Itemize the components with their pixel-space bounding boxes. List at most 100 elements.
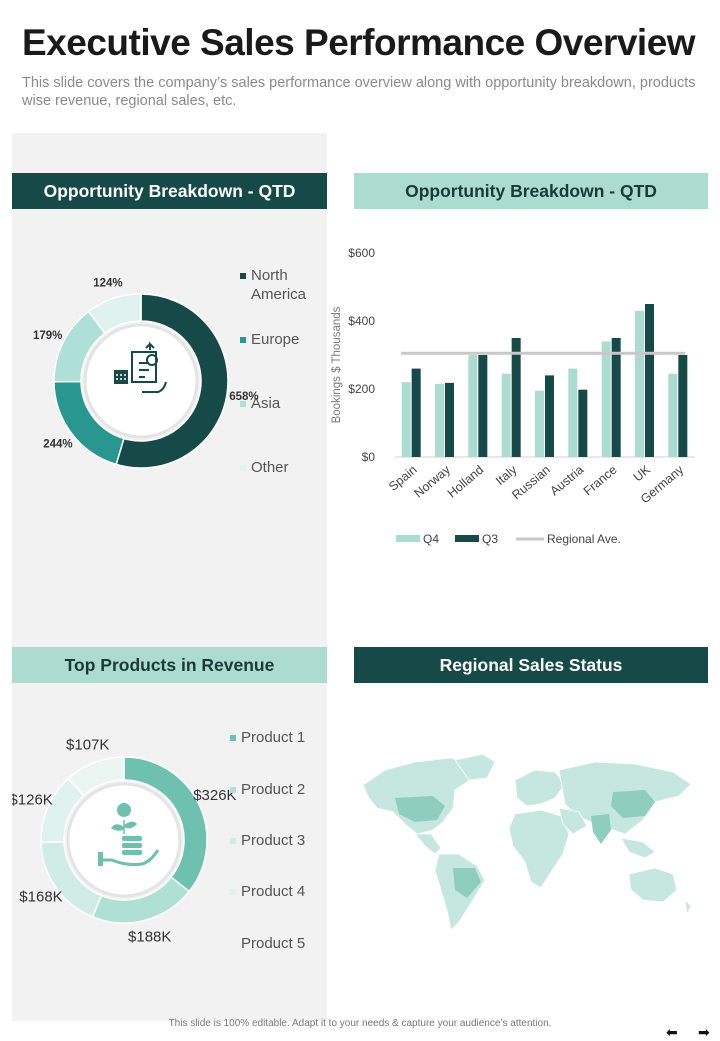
legend-label: Asia [251,395,281,412]
slice-label: 244% [43,439,72,451]
x-tick-label: Italy [493,462,520,488]
europe-region [514,769,566,807]
brazil-highlight [453,868,481,898]
legend-label: Europe [251,331,300,348]
legend-swatch [230,838,236,844]
slice-label: $107K [66,737,109,754]
bar-q4 [435,383,444,457]
previous-arrow-icon[interactable]: ⬅ [666,1024,678,1040]
slice-label: $326K [193,787,236,804]
x-tick-label: Norway [411,462,453,500]
southeast-asia-region [620,837,656,859]
x-tick-label: UK [631,462,654,484]
china-highlight [611,790,655,818]
legend-label: Product 3 [241,832,306,849]
central-america-region [414,833,442,855]
y-axis-title: Bookings $ Thousands [331,306,343,423]
legend-swatch [240,465,246,471]
bar-q3 [645,304,654,457]
bar-q4 [668,373,678,457]
bar-q3 [611,338,621,457]
slice-label: 179% [33,330,62,342]
legend-item: North America [240,266,320,330]
x-tick-label: Austria [547,463,586,499]
x-tick-label: France [581,463,620,499]
y-tick-label: $0 [362,450,376,464]
legend-label: Product 1 [241,729,306,746]
opportunity-donut-header: Opportunity Breakdown - QTD [12,173,327,209]
legend-label: Product 5 [241,935,306,952]
bar-q3 [678,355,688,457]
legend-label: Product 4 [241,883,306,900]
top-products-legend: Product 1 Product 2 Product 3 Product 4 … [230,728,330,956]
top-products-donut-chart: $326K $188K $168K $126K $107K [12,737,237,946]
legend-swatch [230,787,236,793]
legend-item: Product 5 [230,934,330,956]
australia-region [628,867,678,903]
bar-q4 [568,368,578,457]
bar-q3 [511,338,521,457]
legend-swatch [230,735,236,741]
world-map [362,753,692,931]
opportunity-donut-chart: 658% 244% 179% 124% [33,277,259,469]
donut-slice [115,293,229,469]
top-products-header: Top Products in Revenue [12,647,327,683]
bar-q3 [411,368,421,457]
legend-label: Q3 [482,532,498,546]
slice-label: 658% [229,391,258,403]
regional-sales-header: Regional Sales Status [354,647,708,683]
legend-swatch [240,273,246,279]
legend-label: North America [251,267,307,303]
legend-item: Product 3 [230,831,330,882]
legend-label: Other [251,459,289,476]
india-highlight [591,814,611,844]
y-tick-label: $400 [348,314,375,328]
slice-label: $188K [128,929,171,946]
donut-slice [67,756,125,797]
slice-label: $168K [19,889,62,906]
new-zealand-region [684,898,692,916]
middle-east-region [558,807,588,835]
legend-label: Product 2 [241,781,306,798]
x-tick-label: Russian [509,463,553,503]
legend-item: Europe [240,330,320,394]
bar-q3 [578,389,588,457]
y-tick-label: $600 [348,246,375,260]
bar-q4 [468,355,478,457]
bar-q4 [635,310,644,457]
legend-item: Product 2 [230,780,330,831]
legend-swatch [230,889,236,895]
opportunity-donut-legend: North America Europe Asia Other [240,266,320,498]
footer-note: This slide is 100% editable. Adapt it to… [168,1018,552,1029]
legend-label: Regional Ave. [547,532,621,546]
north-america-region [362,757,476,835]
legend-item: Asia [240,394,320,458]
bar-q3 [545,375,554,457]
legend-label: Q4 [423,532,439,546]
page-title: Executive Sales Performance Overview [22,22,696,63]
legend-item: Product 4 [230,882,330,934]
next-arrow-icon[interactable]: ➡ [698,1024,710,1040]
bar-q4 [601,341,611,457]
legend-swatch [455,535,479,542]
bar-q4 [535,390,544,457]
legend-item: Product 1 [230,728,330,780]
bar-q4 [401,382,411,457]
x-tick-label: Holland [445,463,487,501]
opportunity-bar-header: Opportunity Breakdown - QTD [354,173,708,209]
slice-label: 124% [93,277,122,289]
legend-swatch [240,337,246,343]
y-tick-label: $200 [348,382,375,396]
legend-swatch [396,535,420,542]
bar-q4 [501,373,511,457]
bar-q3 [445,382,454,457]
money-growth-icon [98,803,160,866]
planning-icon [114,341,167,393]
bar-q3 [478,355,488,457]
page-subtitle: This slide covers the company’s sales pe… [22,75,696,109]
usa-highlight [395,796,445,822]
legend-swatch [240,401,246,407]
donut-slice [87,293,142,335]
slice-label: $126K [12,791,53,808]
